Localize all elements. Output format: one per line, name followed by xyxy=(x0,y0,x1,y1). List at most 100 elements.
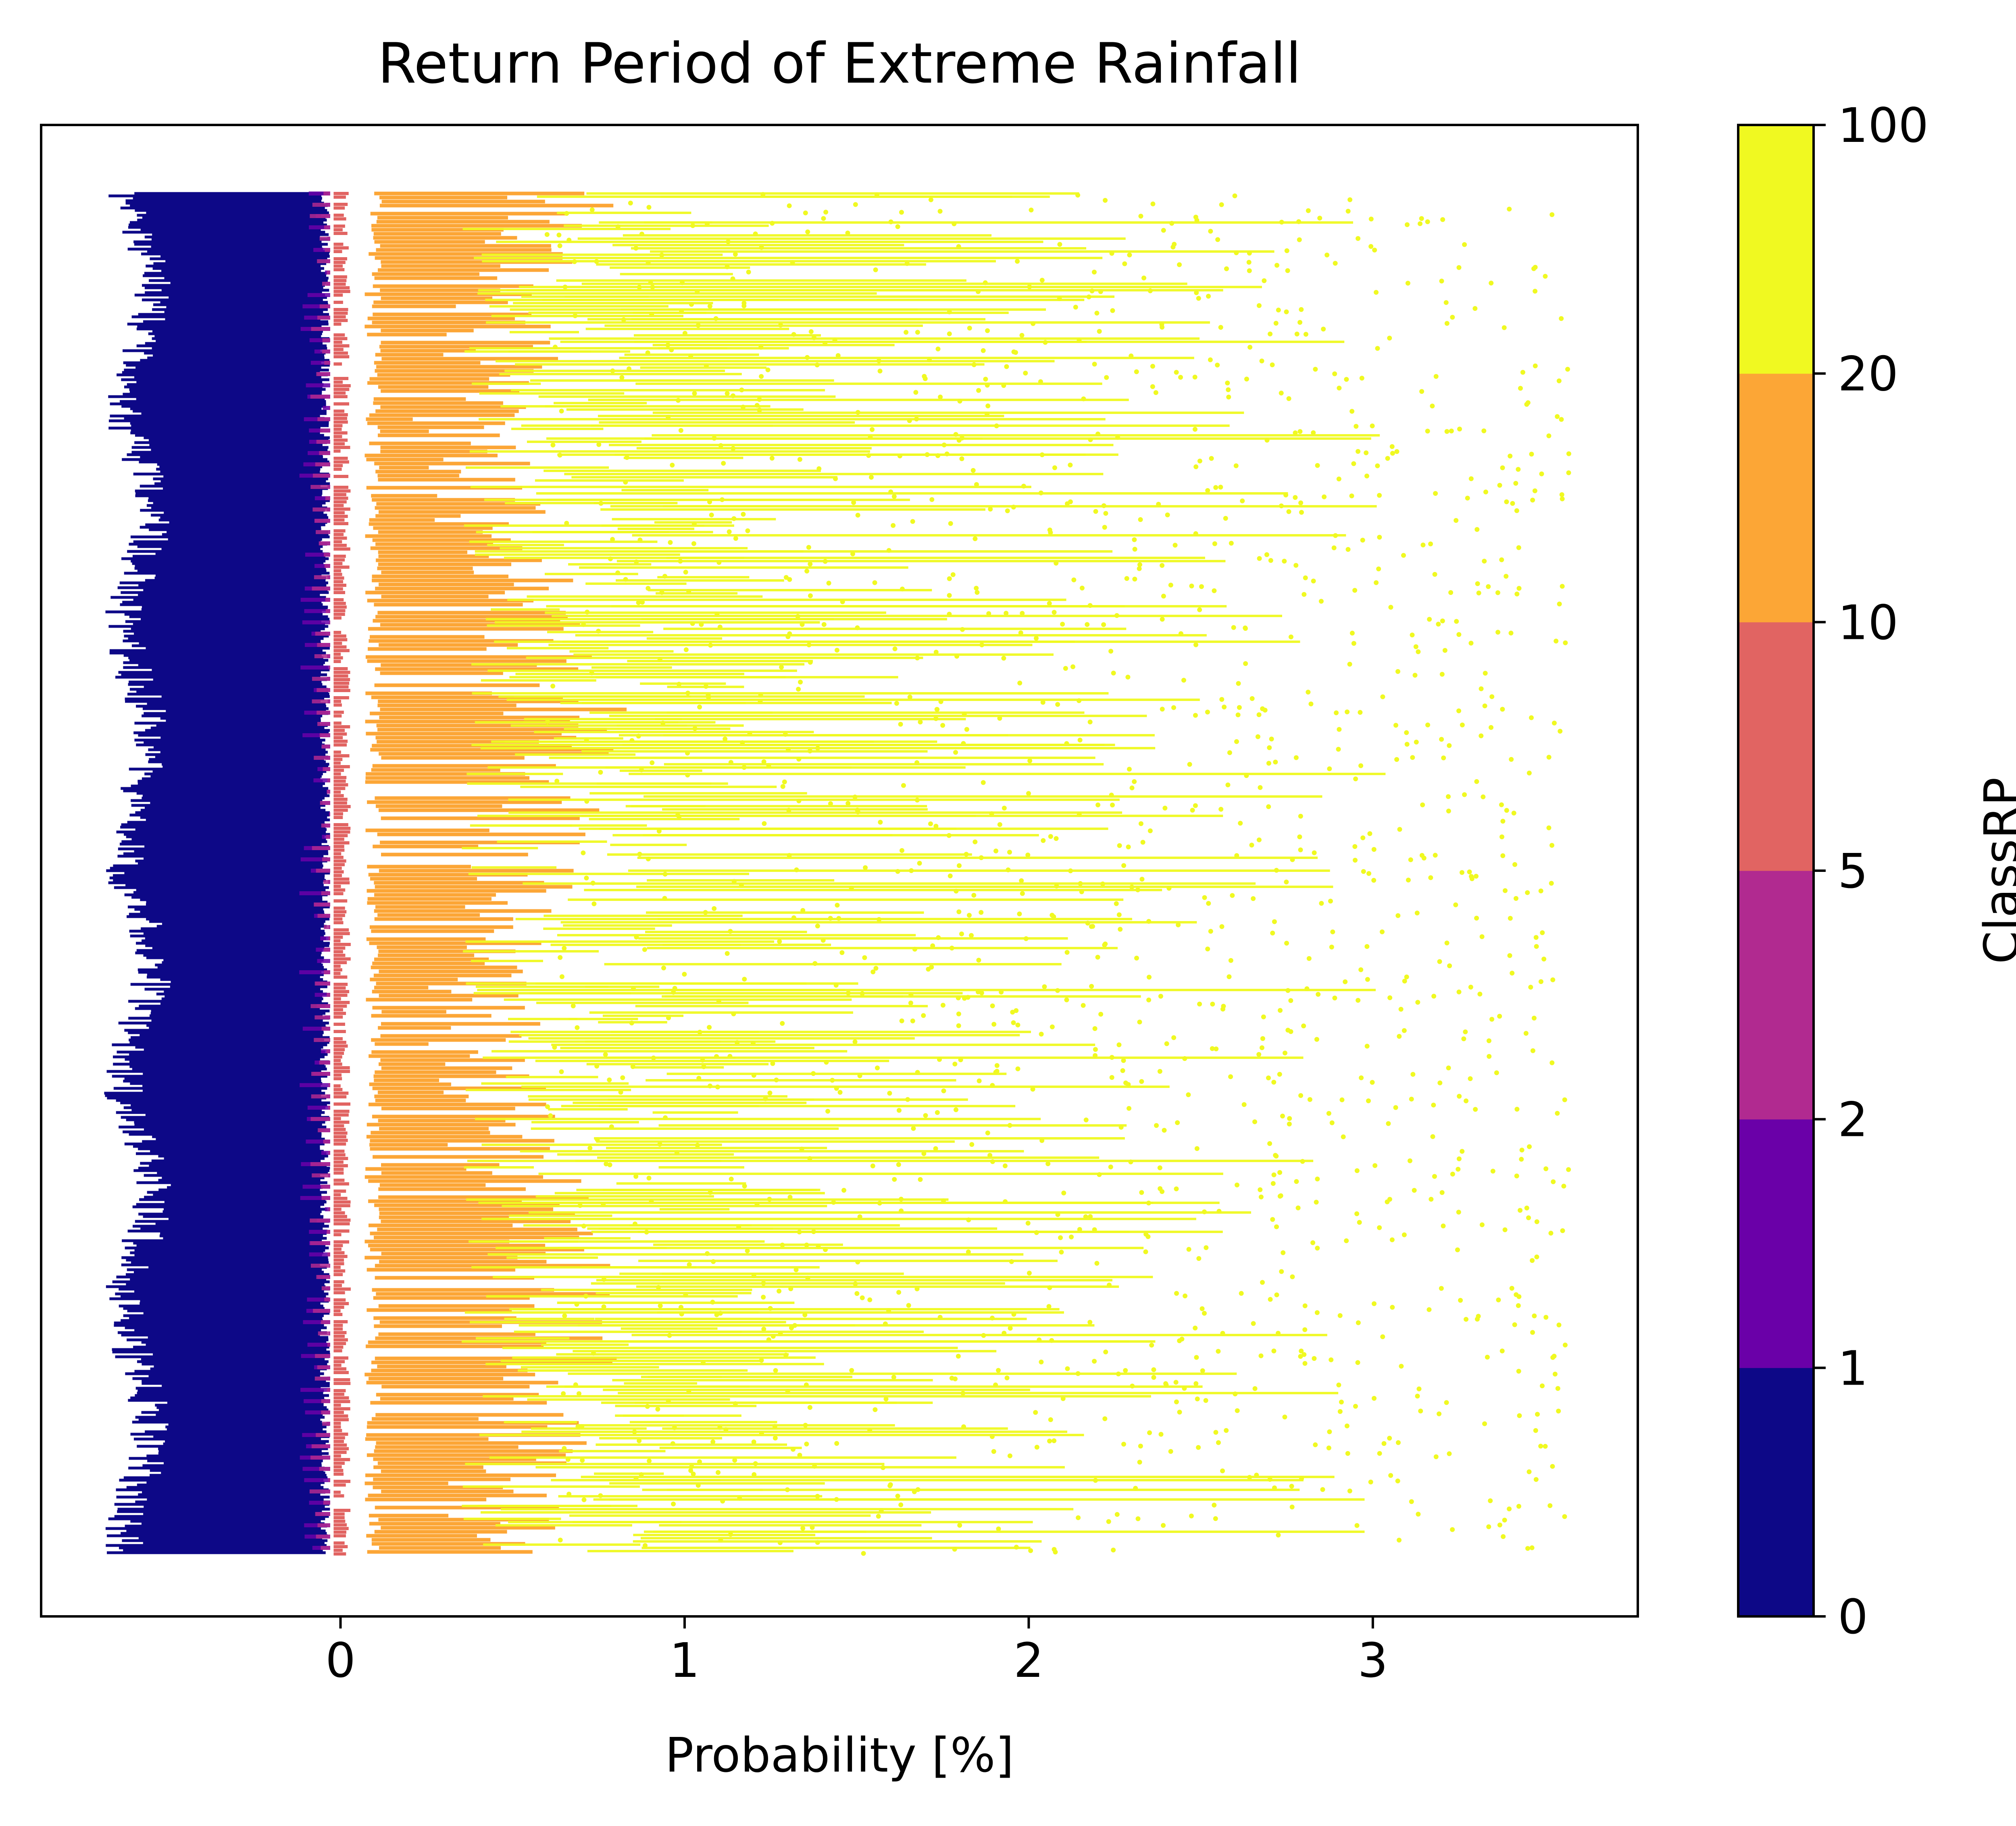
data-point xyxy=(899,848,904,853)
data-point xyxy=(950,572,956,577)
data-point xyxy=(1234,1182,1239,1188)
data-point xyxy=(753,1461,758,1466)
data-point xyxy=(757,408,762,413)
data-point xyxy=(816,466,822,471)
data-point xyxy=(868,475,874,480)
data-point xyxy=(834,1086,839,1091)
data-point xyxy=(854,1291,860,1296)
data-point xyxy=(750,1041,756,1046)
data-point xyxy=(714,611,720,617)
data-point xyxy=(1007,1453,1012,1458)
data-point xyxy=(666,414,671,420)
data-point xyxy=(637,285,642,290)
data-point xyxy=(1200,1306,1205,1311)
data-point xyxy=(956,1023,961,1028)
data-point xyxy=(1440,217,1445,222)
data-point xyxy=(1427,1307,1432,1312)
data-point xyxy=(1314,1037,1319,1042)
data-point xyxy=(837,1090,843,1095)
data-point xyxy=(1489,1017,1495,1022)
data-point xyxy=(1247,251,1252,256)
data-point xyxy=(1028,1548,1033,1553)
data-point xyxy=(1093,509,1098,514)
data-point xyxy=(1146,919,1152,924)
data-point xyxy=(1488,1498,1493,1504)
data-point xyxy=(1358,710,1363,715)
data-point xyxy=(1274,1154,1279,1159)
data-point xyxy=(1356,1320,1361,1325)
data-point xyxy=(601,1304,606,1309)
data-point xyxy=(1193,1381,1199,1386)
data-point xyxy=(917,861,922,866)
data-point xyxy=(796,798,802,803)
data-point xyxy=(1095,955,1100,960)
data-point xyxy=(1051,914,1056,919)
data-point xyxy=(1404,222,1410,227)
data-point xyxy=(1106,1519,1111,1524)
colorbar-tick-label: 100 xyxy=(1838,98,1929,153)
data-point xyxy=(1041,838,1046,843)
data-point xyxy=(794,867,799,872)
data-point xyxy=(1361,869,1366,874)
data-point xyxy=(800,1526,806,1531)
data-point xyxy=(914,1286,920,1292)
data-point xyxy=(544,232,550,237)
data-point xyxy=(804,1382,809,1387)
data-point xyxy=(628,200,633,206)
data-point xyxy=(1246,260,1252,265)
data-point xyxy=(1555,1386,1560,1391)
data-point xyxy=(1076,1515,1081,1520)
data-point xyxy=(666,1015,671,1021)
data-point xyxy=(909,868,914,873)
data-point xyxy=(956,1011,961,1017)
data-point xyxy=(1270,1181,1276,1186)
data-point xyxy=(860,991,865,996)
data-point xyxy=(623,480,628,485)
data-point xyxy=(985,328,990,333)
data-point xyxy=(979,855,984,860)
data-point xyxy=(728,1532,733,1537)
data-point xyxy=(1260,706,1265,711)
data-point xyxy=(1333,261,1338,266)
data-point xyxy=(1158,994,1163,999)
data-point xyxy=(1294,1179,1299,1184)
data-point xyxy=(657,1142,662,1147)
data-point xyxy=(727,1054,733,1059)
data-point xyxy=(1014,1008,1019,1013)
data-point xyxy=(1481,794,1486,799)
data-point xyxy=(1193,713,1198,718)
data-point xyxy=(1256,303,1262,308)
data-point xyxy=(976,388,981,393)
data-point xyxy=(1039,1032,1044,1037)
data-point xyxy=(1223,516,1228,521)
data-point xyxy=(1555,1111,1560,1116)
data-point xyxy=(823,341,828,346)
data-point xyxy=(1330,929,1335,934)
data-point xyxy=(1565,367,1570,372)
data-point xyxy=(1357,1220,1362,1225)
data-point xyxy=(575,1424,581,1429)
data-point xyxy=(912,1489,917,1494)
data-point xyxy=(834,647,839,653)
data-point xyxy=(1428,541,1433,547)
data-point xyxy=(1193,464,1199,470)
data-point xyxy=(841,1188,846,1193)
data-point xyxy=(1358,763,1364,768)
data-point xyxy=(1040,700,1045,705)
data-point xyxy=(1205,709,1210,715)
data-point xyxy=(1550,1355,1556,1360)
data-point xyxy=(1087,603,1093,608)
data-point xyxy=(1101,622,1106,627)
data-point xyxy=(719,497,725,502)
data-point xyxy=(1114,901,1119,906)
data-point xyxy=(1479,733,1484,738)
data-point xyxy=(901,783,906,788)
data-point xyxy=(678,559,683,564)
data-point xyxy=(1064,741,1069,746)
data-point xyxy=(1284,940,1289,946)
data-point xyxy=(1279,503,1284,508)
data-point xyxy=(1230,893,1235,898)
data-point xyxy=(1160,617,1165,622)
data-point xyxy=(1377,534,1382,540)
data-point xyxy=(1068,868,1073,873)
